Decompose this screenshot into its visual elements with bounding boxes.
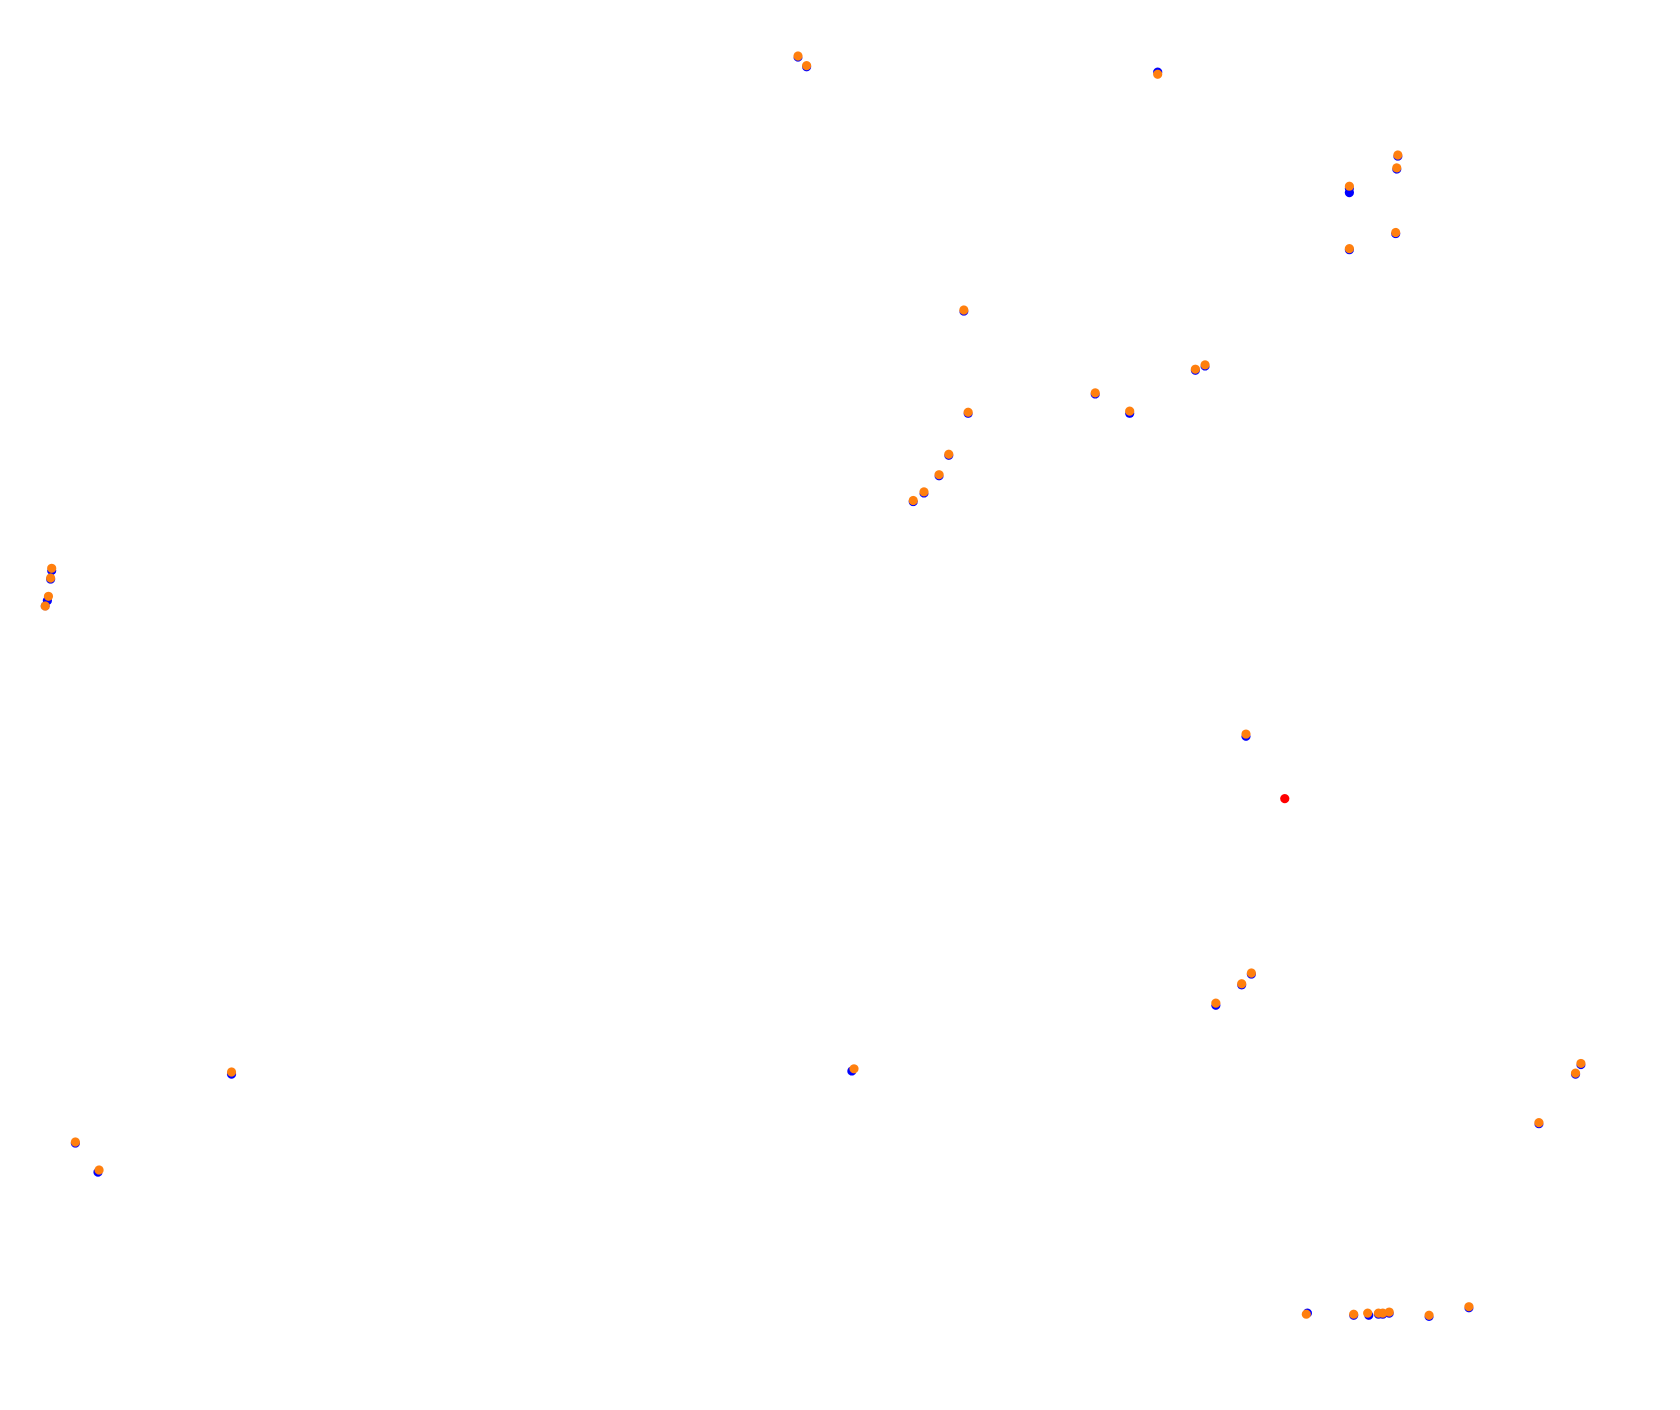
- data-point-1-14: [944, 449, 954, 459]
- data-point-1-31: [70, 1137, 80, 1147]
- data-point-1-6: [1391, 227, 1401, 238]
- data-point-1-25: [1211, 998, 1221, 1008]
- data-point-1-4: [1392, 163, 1402, 173]
- data-point-1-35: [1363, 1308, 1373, 1318]
- data-point-1-40: [1464, 1302, 1474, 1312]
- data-point-1-1: [802, 61, 812, 71]
- data-point-1-0: [793, 51, 803, 61]
- series-0: [40, 52, 1586, 1321]
- data-point-1-23: [1246, 968, 1256, 978]
- series-1: [40, 51, 1586, 1320]
- data-point-1-19: [46, 573, 56, 583]
- data-point-1-16: [919, 487, 929, 497]
- data-point-1-26: [849, 1064, 859, 1074]
- data-point-1-5: [1344, 181, 1354, 191]
- data-point-1-30: [1534, 1118, 1544, 1128]
- series-2: [1280, 794, 1290, 804]
- data-point-1-15: [934, 470, 944, 480]
- data-point-1-13: [963, 407, 973, 417]
- data-point-1-8: [959, 305, 969, 315]
- data-point-1-21: [40, 601, 50, 611]
- data-point-1-10: [1190, 364, 1200, 374]
- data-point-2-0: [1280, 794, 1290, 804]
- data-point-1-22: [1241, 729, 1251, 739]
- data-point-1-29: [1570, 1068, 1581, 1078]
- data-point-1-32: [94, 1165, 104, 1175]
- data-point-1-11: [1090, 388, 1100, 398]
- data-point-1-38: [1384, 1307, 1394, 1317]
- data-point-1-24: [1237, 979, 1247, 989]
- data-point-1-27: [226, 1067, 237, 1077]
- data-point-0-6: [1344, 188, 1354, 198]
- data-point-1-20: [43, 591, 54, 601]
- data-point-1-7: [1344, 244, 1354, 254]
- data-point-1-39: [1424, 1310, 1434, 1320]
- data-point-1-12: [1125, 406, 1135, 416]
- data-point-1-18: [47, 563, 57, 573]
- data-point-1-34: [1349, 1309, 1359, 1319]
- data-point-1-17: [908, 495, 918, 506]
- data-point-1-33: [1301, 1309, 1311, 1319]
- data-point-1-2: [1153, 69, 1163, 79]
- data-point-1-3: [1393, 150, 1403, 160]
- data-point-1-9: [1200, 360, 1210, 370]
- data-point-1-28: [1576, 1058, 1586, 1069]
